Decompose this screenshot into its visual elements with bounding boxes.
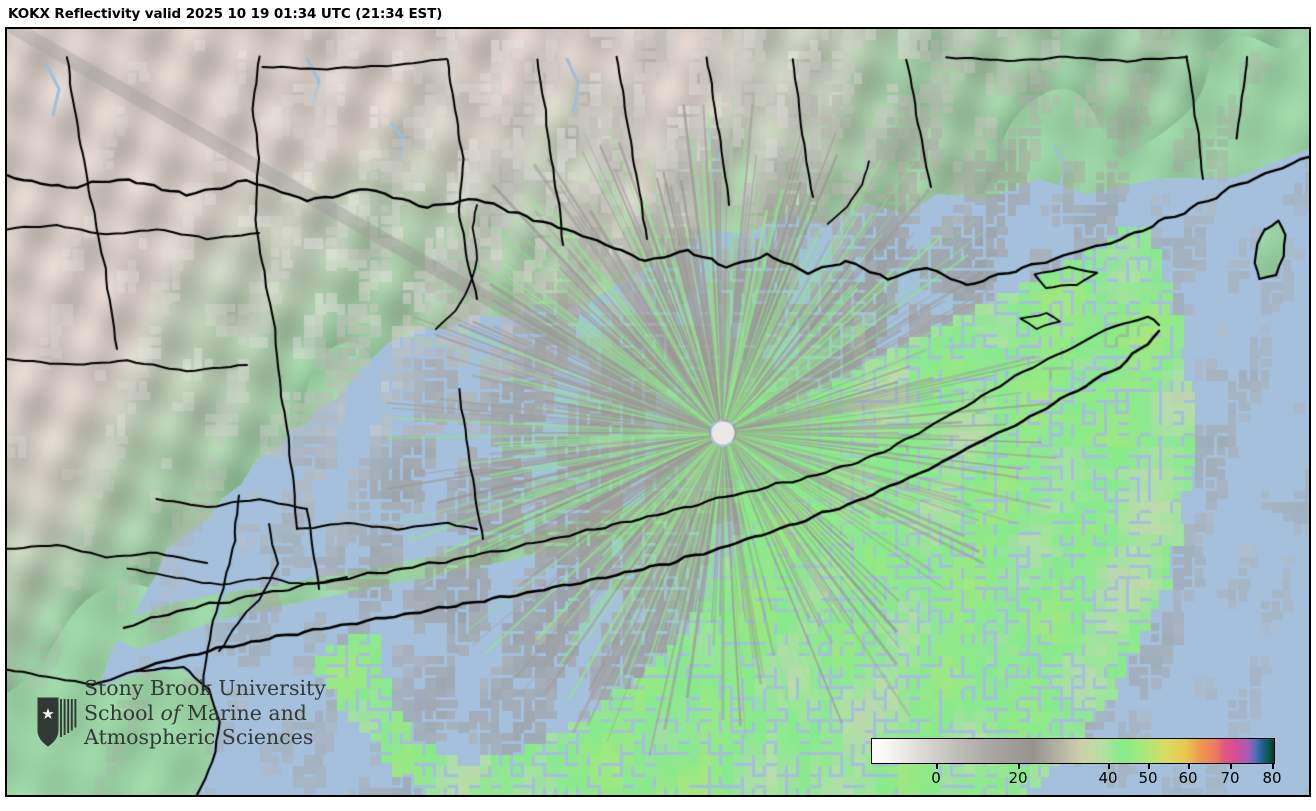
colorbar-gradient [872,739,1274,763]
colorbar-ticklabel: 70 [1220,769,1240,787]
colorbar-tickmark [936,764,938,769]
colorbar-ticklabel: 40 [1098,769,1118,787]
colorbar-tickmark [1188,764,1190,769]
colorbar-bar [871,738,1275,764]
radar-map-canvas[interactable] [7,29,1309,795]
radar-map-frame[interactable] [5,27,1311,797]
colorbar-ticklabel: 0 [931,769,941,787]
colorbar-ticklabel: 60 [1178,769,1198,787]
colorbar-tickmark [1108,764,1110,769]
colorbar-ticklabel: 50 [1138,769,1158,787]
colorbar-tickmark [1230,764,1232,769]
colorbar-ticklabel: 20 [1008,769,1028,787]
reflectivity-colorbar: 0 20 40 50 60 70 80 [871,738,1282,787]
page-title: KOKX Reflectivity valid 2025 10 19 01:34… [8,6,443,22]
colorbar-tickmark [1272,764,1274,769]
colorbar-tickmark [1148,764,1150,769]
colorbar-ticklabel: 80 [1262,769,1282,787]
colorbar-tickmark [1018,764,1020,769]
